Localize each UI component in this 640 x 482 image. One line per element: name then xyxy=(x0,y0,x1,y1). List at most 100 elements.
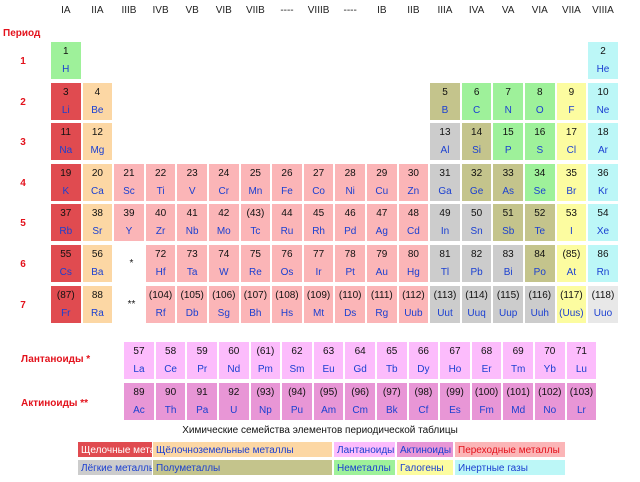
element-cell[interactable]: (94) Pu xyxy=(281,382,313,421)
element-cell[interactable]: (106) Sg xyxy=(208,284,240,324)
element-cell[interactable]: 21 Sc xyxy=(113,162,145,202)
element-cell[interactable]: 12 Mg xyxy=(81,122,114,162)
element-cell[interactable]: 90 Th xyxy=(154,382,187,421)
element-cell[interactable]: 2 He xyxy=(587,41,619,80)
element-cell[interactable]: 55 Cs xyxy=(50,244,82,283)
element-cell[interactable]: 44 Ru xyxy=(271,203,303,243)
element-cell[interactable]: 25 Mn xyxy=(239,162,272,202)
element-cell[interactable]: 75 Re xyxy=(239,244,272,283)
element-cell[interactable]: 33 As xyxy=(492,162,524,202)
element-cell[interactable]: 26 Fe xyxy=(271,162,303,202)
element-cell[interactable]: 36 Kr xyxy=(587,162,619,202)
element-cell[interactable]: (118) Uuo xyxy=(587,284,619,324)
element-cell[interactable]: (117) (Uus) xyxy=(555,284,588,324)
element-cell[interactable]: 49 In xyxy=(429,203,461,243)
element-cell[interactable]: 20 Ca xyxy=(81,162,114,202)
element-cell[interactable]: 10 Ne xyxy=(587,81,619,121)
element-cell[interactable]: (43) Tc xyxy=(239,203,272,243)
element-cell[interactable]: (97) Bk xyxy=(376,382,408,421)
element-cell[interactable]: 72 Hf xyxy=(144,244,177,283)
element-cell[interactable]: 3 Li xyxy=(50,81,82,121)
element-cell[interactable]: 29 Cu xyxy=(366,162,398,202)
element-cell[interactable]: 23 V xyxy=(176,162,208,202)
element-cell[interactable]: 16 S xyxy=(524,122,556,162)
element-cell[interactable]: (108) Hs xyxy=(271,284,303,324)
element-cell[interactable]: 92 U xyxy=(218,382,250,421)
element-cell[interactable]: (105) Db xyxy=(176,284,208,324)
element-cell[interactable]: (116) Uuh xyxy=(524,284,556,324)
element-cell[interactable]: (100) Fm xyxy=(470,382,503,421)
element-cell[interactable]: (107) Bh xyxy=(239,284,272,324)
element-cell[interactable]: 67 Ho xyxy=(439,341,471,380)
element-cell[interactable]: (61) Pm xyxy=(249,341,282,380)
element-cell[interactable]: (111) Rg xyxy=(366,284,398,324)
element-cell[interactable]: (101) Md xyxy=(502,382,534,421)
element-cell[interactable]: 89 Ac xyxy=(123,382,155,421)
element-cell[interactable]: 35 Br xyxy=(555,162,588,202)
element-cell[interactable]: 71 Lu xyxy=(565,341,598,380)
element-cell[interactable]: 53 I xyxy=(555,203,588,243)
element-cell[interactable]: 51 Sb xyxy=(492,203,524,243)
element-cell[interactable]: 86 Rn xyxy=(587,244,619,283)
element-cell[interactable]: 52 Te xyxy=(524,203,556,243)
element-cell[interactable]: 37 Rb xyxy=(50,203,82,243)
element-cell[interactable]: 56 Ba xyxy=(81,244,114,283)
element-cell[interactable]: 31 Ga xyxy=(429,162,461,202)
element-cell[interactable]: 91 Pa xyxy=(186,382,218,421)
element-cell[interactable]: 57 La xyxy=(123,341,155,380)
element-cell[interactable]: 64 Gd xyxy=(344,341,376,380)
element-cell[interactable]: 30 Zn xyxy=(397,162,430,202)
element-cell[interactable]: 45 Rh xyxy=(302,203,335,243)
element-cell[interactable]: 18 Ar xyxy=(587,122,619,162)
element-cell[interactable]: (93) Np xyxy=(249,382,282,421)
element-cell[interactable]: 42 Mo xyxy=(208,203,240,243)
element-cell[interactable]: 81 Tl xyxy=(429,244,461,283)
element-cell[interactable]: (102) No xyxy=(534,382,566,421)
element-cell[interactable]: (110) Ds xyxy=(334,284,366,324)
element-cell[interactable]: 15 P xyxy=(492,122,524,162)
element-cell[interactable]: 68 Er xyxy=(470,341,503,380)
element-cell[interactable]: 74 W xyxy=(208,244,240,283)
element-cell[interactable]: (114) Uuq xyxy=(460,284,493,324)
element-cell[interactable]: 82 Pb xyxy=(460,244,493,283)
element-cell[interactable]: 11 Na xyxy=(50,122,82,162)
element-cell[interactable]: 58 Ce xyxy=(154,341,187,380)
element-cell[interactable]: 34 Se xyxy=(524,162,556,202)
element-cell[interactable]: 50 Sn xyxy=(460,203,493,243)
element-cell[interactable]: (85) At xyxy=(555,244,588,283)
element-cell[interactable]: 19 K xyxy=(50,162,82,202)
element-cell[interactable]: 65 Tb xyxy=(376,341,408,380)
element-cell[interactable]: 73 Ta xyxy=(176,244,208,283)
element-cell[interactable]: 24 Cr xyxy=(208,162,240,202)
element-cell[interactable]: 38 Sr xyxy=(81,203,114,243)
element-cell[interactable]: 84 Po xyxy=(524,244,556,283)
element-cell[interactable]: (112) Uub xyxy=(397,284,430,324)
element-cell[interactable]: 32 Ge xyxy=(460,162,493,202)
element-cell[interactable]: (113) Uut xyxy=(429,284,461,324)
element-cell[interactable]: (98) Cf xyxy=(407,382,440,421)
element-cell[interactable]: (87) Fr xyxy=(50,284,82,324)
element-cell[interactable]: 27 Co xyxy=(302,162,335,202)
element-cell[interactable]: 83 Bi xyxy=(492,244,524,283)
element-cell[interactable]: (109) Mt xyxy=(302,284,335,324)
element-cell[interactable]: 40 Zr xyxy=(144,203,177,243)
element-cell[interactable]: 13 Al xyxy=(429,122,461,162)
element-cell[interactable]: 78 Pt xyxy=(334,244,366,283)
element-cell[interactable]: 28 Ni xyxy=(334,162,366,202)
element-cell[interactable]: 17 Cl xyxy=(555,122,588,162)
element-cell[interactable]: 4 Be xyxy=(81,81,114,121)
element-cell[interactable]: 69 Tm xyxy=(502,341,534,380)
element-cell[interactable]: 59 Pr xyxy=(186,341,218,380)
element-cell[interactable]: (103) Lr xyxy=(565,382,598,421)
element-cell[interactable]: 47 Ag xyxy=(366,203,398,243)
element-cell[interactable]: (96) Cm xyxy=(344,382,376,421)
element-cell[interactable]: 79 Au xyxy=(366,244,398,283)
element-cell[interactable]: 14 Si xyxy=(460,122,493,162)
element-cell[interactable]: (104) Rf xyxy=(144,284,177,324)
element-cell[interactable]: 60 Nd xyxy=(218,341,250,380)
element-cell[interactable]: (95) Am xyxy=(312,382,345,421)
element-cell[interactable]: 66 Dy xyxy=(407,341,440,380)
